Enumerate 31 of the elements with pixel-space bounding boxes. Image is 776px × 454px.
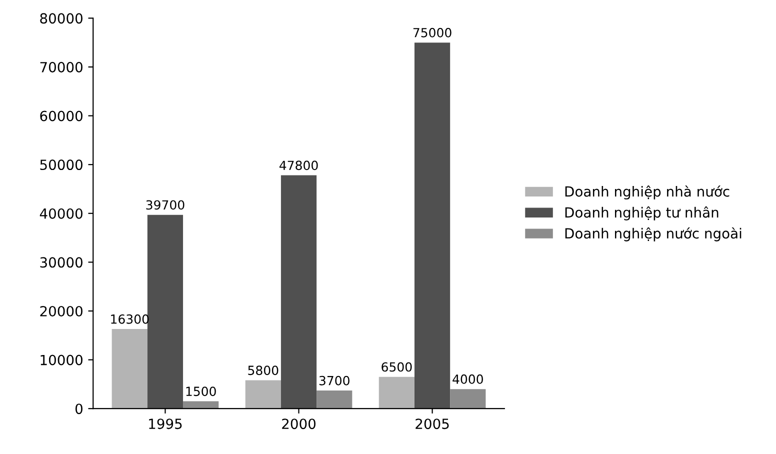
data-label: 75000 bbox=[413, 28, 452, 38]
bar bbox=[414, 42, 450, 409]
y-tick-label: 40000 bbox=[40, 208, 82, 219]
bar bbox=[147, 214, 184, 409]
data-label: 3700 bbox=[319, 376, 350, 386]
bar bbox=[450, 389, 486, 409]
data-label: 4000 bbox=[452, 374, 483, 384]
y-tick-label: 60000 bbox=[40, 110, 82, 122]
bar bbox=[112, 329, 148, 409]
x-tick-label: 2000 bbox=[282, 418, 316, 430]
y-tick-label: 80000 bbox=[40, 13, 82, 24]
data-label: 1500 bbox=[186, 386, 216, 396]
x-tick-label: 1995 bbox=[149, 418, 182, 430]
data-label: 39700 bbox=[146, 200, 184, 210]
data-label: 5800 bbox=[248, 366, 278, 376]
legend-label: Doanh nghiệp tư nhân bbox=[565, 206, 718, 220]
y-tick-label: 20000 bbox=[40, 306, 82, 316]
y-tick-label: 10000 bbox=[40, 354, 82, 366]
y-tick-label: 50000 bbox=[40, 160, 82, 170]
legend-label: Doanh nghiệp nhà nước bbox=[565, 185, 730, 200]
data-label: 6500 bbox=[382, 362, 412, 372]
bar bbox=[280, 175, 317, 409]
bar bbox=[245, 380, 281, 409]
data-label: 47800 bbox=[279, 160, 318, 170]
y-tick-label: 70000 bbox=[40, 62, 82, 72]
bar bbox=[378, 376, 414, 409]
bar bbox=[316, 390, 352, 409]
legend-label: Doanh nghiệp nước ngoài bbox=[565, 227, 742, 242]
y-tick-label: 30000 bbox=[40, 257, 82, 268]
x-tick-label: 2005 bbox=[416, 418, 449, 430]
y-tick-label: 0 bbox=[75, 404, 82, 414]
